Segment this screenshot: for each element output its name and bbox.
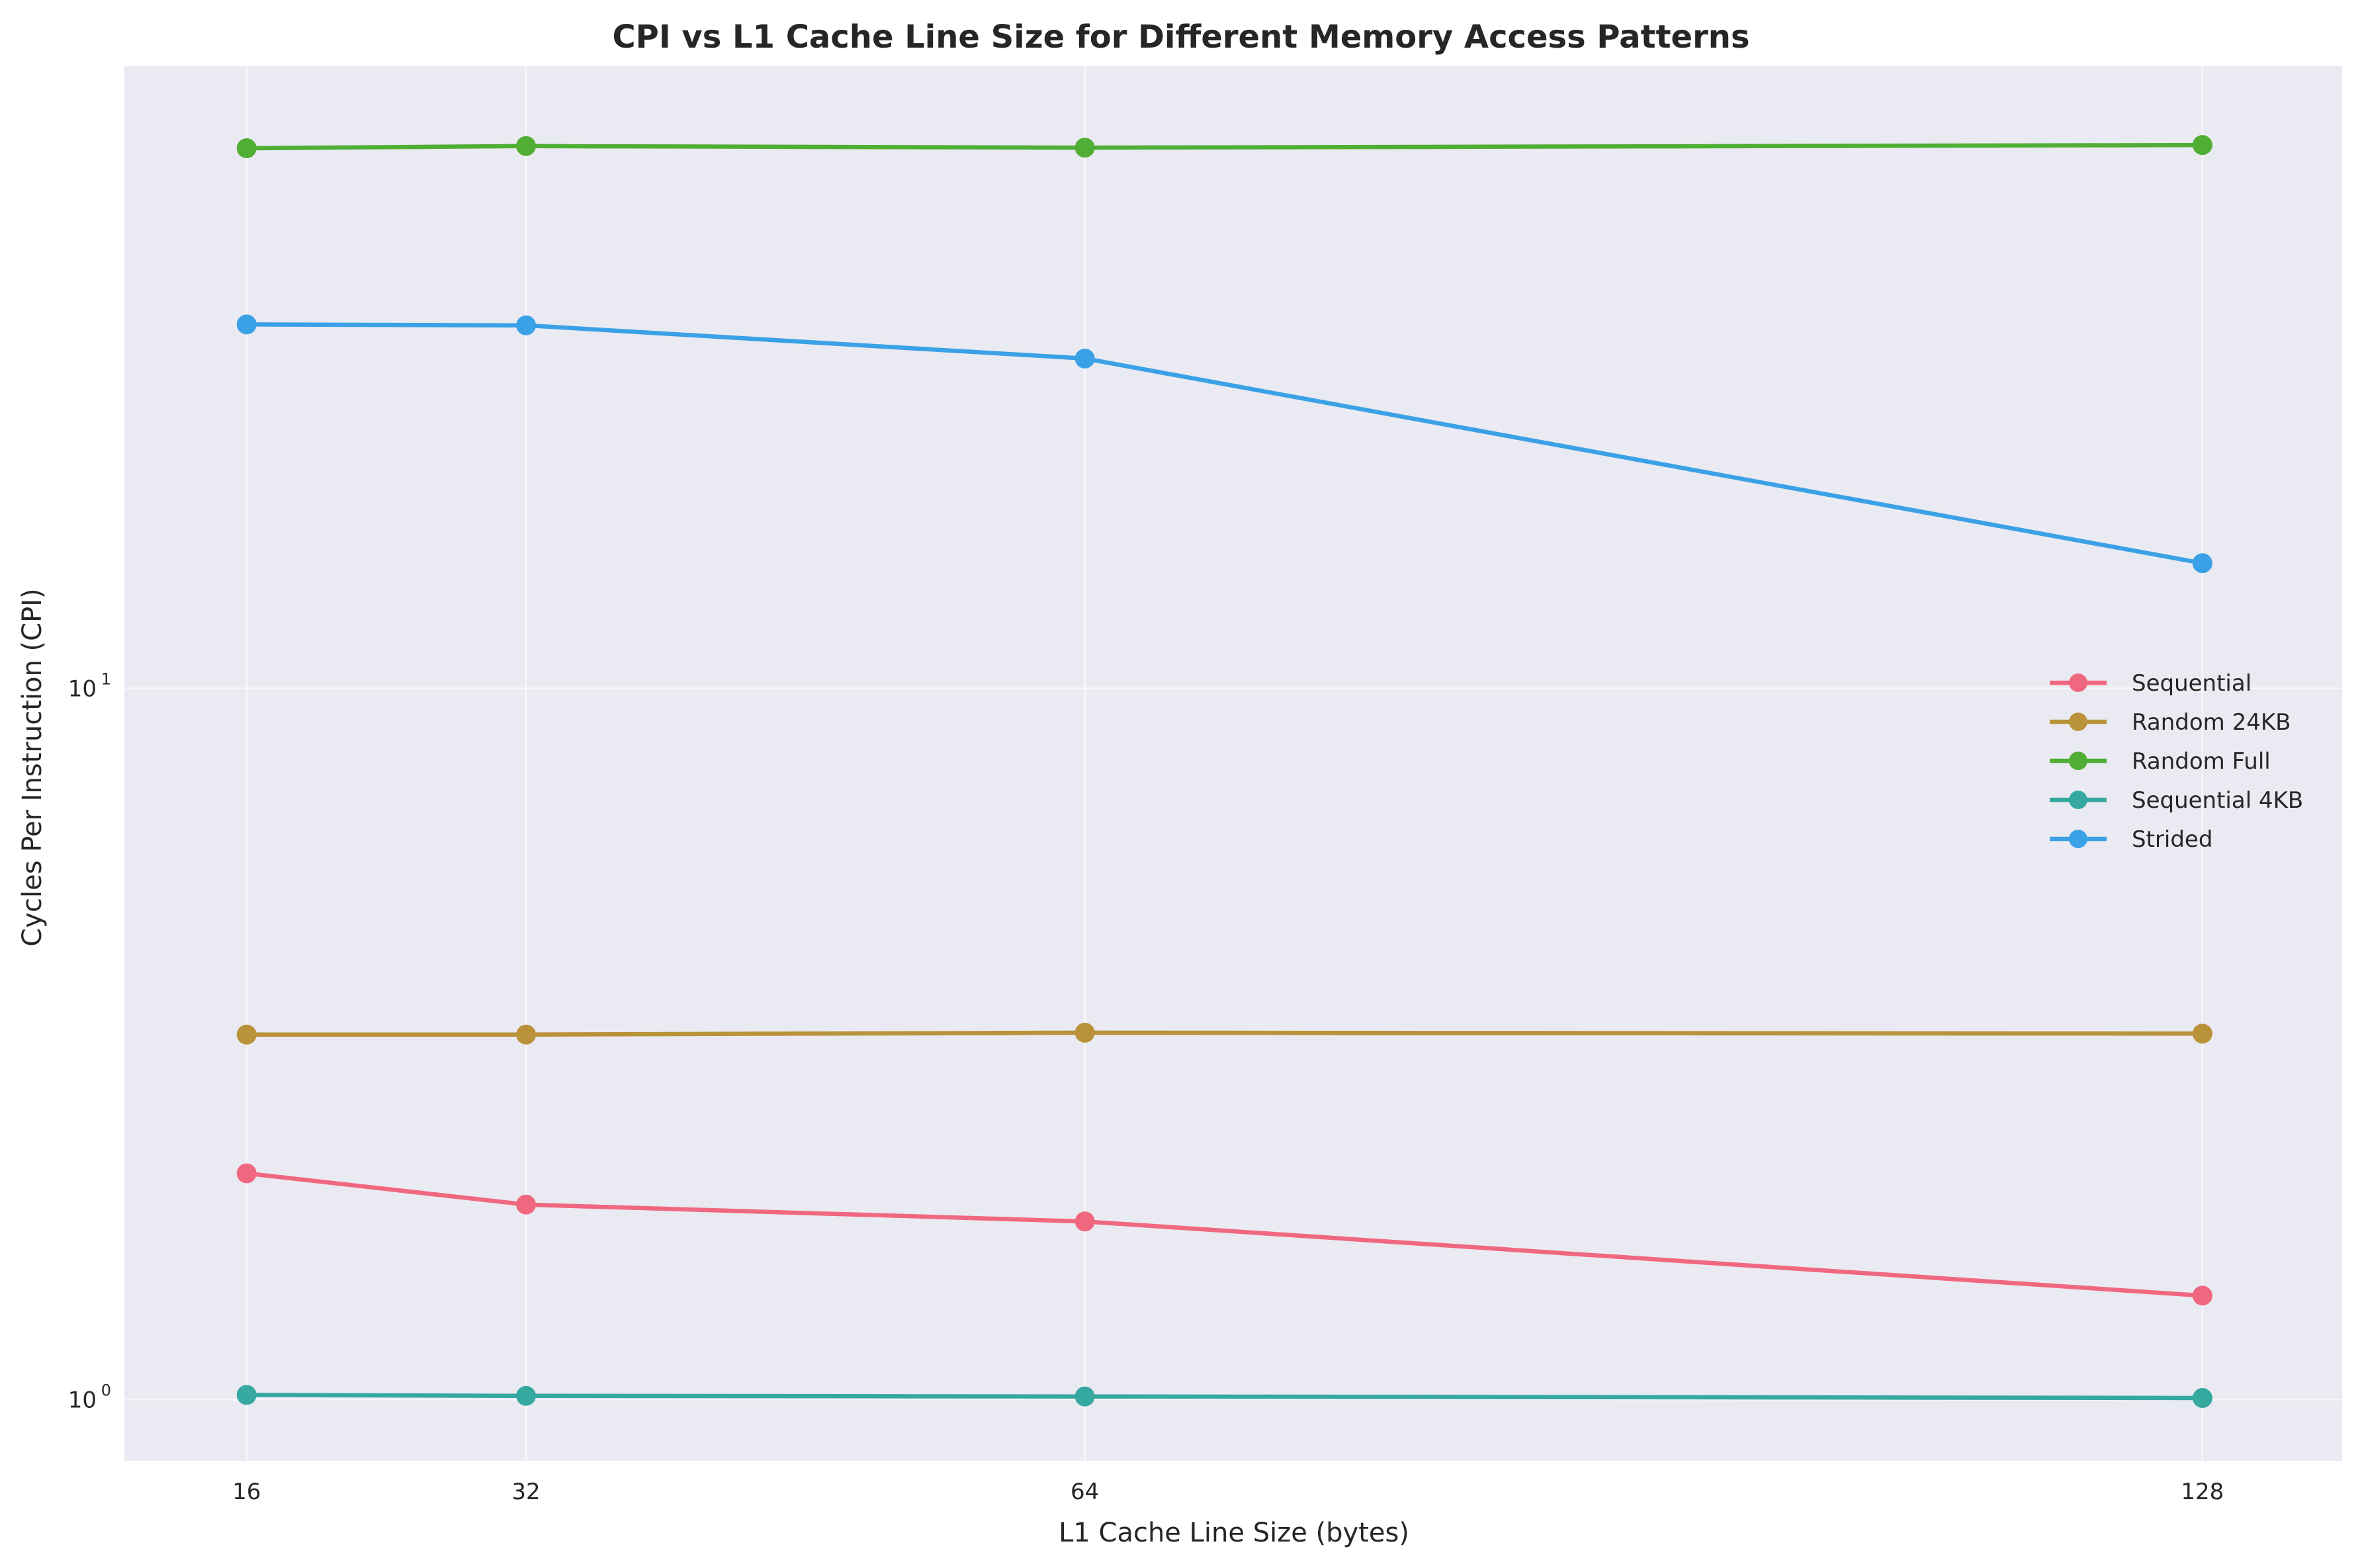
data-point xyxy=(2192,1388,2212,1409)
data-point xyxy=(1074,138,1095,158)
series-markers xyxy=(236,135,2212,1409)
data-point xyxy=(1074,1386,1095,1407)
x-tick-label: 64 xyxy=(1071,1479,1099,1505)
plot-background xyxy=(124,66,2342,1461)
data-point xyxy=(516,1385,537,1406)
series-line xyxy=(244,1393,2205,1401)
legend-marker xyxy=(2069,791,2087,809)
x-tick-label: 16 xyxy=(232,1479,261,1505)
x-tick-label: 32 xyxy=(511,1479,540,1505)
y-tick-label: 10 xyxy=(68,1387,97,1413)
legend-label: Sequential xyxy=(2132,670,2252,697)
legend-marker xyxy=(2069,830,2087,848)
series-line xyxy=(244,322,2205,566)
data-point xyxy=(2192,1024,2212,1044)
x-tick-label: 128 xyxy=(2181,1479,2224,1505)
chart-title: CPI vs L1 Cache Line Size for Different … xyxy=(612,19,1749,56)
data-point xyxy=(2192,135,2212,155)
x-axis-label: L1 Cache Line Size (bytes) xyxy=(1059,1518,1409,1548)
series-line xyxy=(244,1171,2205,1298)
data-point xyxy=(2192,553,2212,574)
data-point xyxy=(236,138,257,159)
data-point xyxy=(1074,1022,1095,1043)
legend: Sequential Random 24KB Random Full Sequenti… xyxy=(2050,670,2303,853)
data-point xyxy=(1074,1211,1095,1232)
series-line xyxy=(244,1030,2205,1037)
legend-marker xyxy=(2069,674,2087,692)
legend-label: Sequential 4KB xyxy=(2132,787,2303,814)
data-point xyxy=(236,1385,257,1405)
data-point xyxy=(2192,1285,2212,1306)
legend-label: Strided xyxy=(2132,826,2212,853)
legend-label: Random Full xyxy=(2132,748,2271,775)
x-axis-ticks: 16 32 64 128 xyxy=(232,1479,2224,1505)
data-point xyxy=(516,315,537,335)
data-point xyxy=(236,314,257,335)
legend-marker xyxy=(2069,713,2087,731)
y-tick-exponent: 1 xyxy=(101,670,111,689)
legend-marker xyxy=(2069,752,2087,770)
y-tick-exponent: 0 xyxy=(101,1381,111,1399)
y-axis-label: Cycles Per Instruction (CPI) xyxy=(17,588,48,946)
y-tick-label: 10 xyxy=(68,676,97,703)
grid xyxy=(124,66,2342,1461)
series-line xyxy=(244,142,2205,151)
series-lines xyxy=(244,142,2205,1401)
data-point xyxy=(516,1194,537,1215)
legend-label: Random 24KB xyxy=(2132,709,2291,736)
data-point xyxy=(236,1024,257,1045)
data-point xyxy=(516,136,537,156)
data-point xyxy=(516,1024,537,1045)
data-point xyxy=(236,1163,257,1184)
data-point xyxy=(1074,348,1095,369)
